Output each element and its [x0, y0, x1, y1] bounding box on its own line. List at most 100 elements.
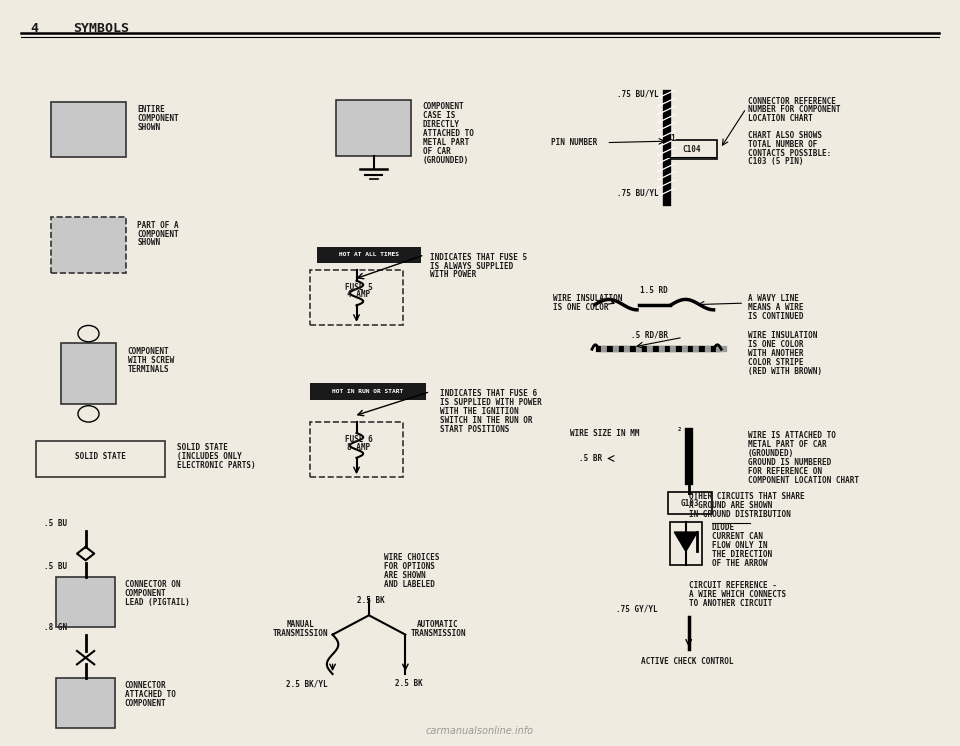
Text: 4 AMP: 4 AMP: [347, 290, 370, 299]
Text: TERMINALS: TERMINALS: [128, 365, 169, 374]
Text: CONNECTOR: CONNECTOR: [125, 681, 166, 691]
Text: WITH SCREW: WITH SCREW: [128, 356, 174, 365]
Text: TOTAL NUMBER OF: TOTAL NUMBER OF: [748, 140, 817, 148]
Text: ARE SHOWN: ARE SHOWN: [384, 571, 426, 580]
Text: (RED WITH BROWN): (RED WITH BROWN): [748, 367, 822, 376]
Text: COLOR STRIPE: COLOR STRIPE: [748, 358, 804, 367]
Bar: [56, 677, 115, 728]
Text: .5 RD/BR: .5 RD/BR: [631, 330, 668, 339]
Text: HOT IN RUN OR START: HOT IN RUN OR START: [332, 389, 403, 394]
Bar: [336, 100, 411, 156]
Text: SHOWN: SHOWN: [137, 123, 160, 132]
Text: .8 GN: .8 GN: [43, 624, 66, 633]
Text: CHART ALSO SHOWS: CHART ALSO SHOWS: [748, 131, 822, 140]
Text: COMPONENT: COMPONENT: [137, 230, 179, 239]
Text: SWITCH IN THE RUN OR: SWITCH IN THE RUN OR: [440, 416, 532, 425]
Text: WIRE IS ATTACHED TO: WIRE IS ATTACHED TO: [748, 431, 836, 440]
Bar: [51, 217, 126, 273]
Text: WIRE INSULATION: WIRE INSULATION: [748, 331, 817, 340]
Bar: [669, 521, 702, 565]
Text: ELECTRONIC PARTS): ELECTRONIC PARTS): [177, 461, 255, 470]
Text: START POSITIONS: START POSITIONS: [440, 425, 509, 434]
Text: carmanualsonline.info: carmanualsonline.info: [426, 726, 534, 736]
Text: CONTACTS POSSIBLE:: CONTACTS POSSIBLE:: [748, 148, 831, 157]
Text: 2.5 BK: 2.5 BK: [357, 596, 385, 605]
Text: WITH ANOTHER: WITH ANOTHER: [748, 349, 804, 358]
Bar: [310, 383, 426, 400]
Text: COMPONENT: COMPONENT: [125, 699, 166, 708]
Text: AUTOMATIC: AUTOMATIC: [417, 620, 459, 629]
Text: FOR REFERENCE ON: FOR REFERENCE ON: [748, 467, 822, 476]
Text: LOCATION CHART: LOCATION CHART: [748, 114, 813, 123]
Text: C104: C104: [683, 145, 701, 154]
Text: FOR OPTIONS: FOR OPTIONS: [384, 562, 435, 571]
Text: SYMBOLS: SYMBOLS: [73, 22, 130, 35]
Text: CURRENT CAN: CURRENT CAN: [711, 532, 762, 541]
Text: OF CAR: OF CAR: [422, 147, 450, 156]
Text: .75 BU/YL: .75 BU/YL: [617, 89, 659, 98]
Bar: [56, 577, 115, 627]
Text: PIN NUMBER: PIN NUMBER: [551, 138, 597, 147]
Text: 2: 2: [677, 427, 681, 431]
Text: A WAVY LINE: A WAVY LINE: [748, 294, 799, 303]
Text: CONNECTOR REFERENCE: CONNECTOR REFERENCE: [748, 96, 836, 105]
Text: .5 BR: .5 BR: [580, 454, 603, 463]
Text: 2.5 BK: 2.5 BK: [396, 679, 423, 689]
Text: FLOW ONLY IN: FLOW ONLY IN: [711, 541, 767, 550]
Text: 4: 4: [30, 22, 38, 35]
Text: WIRE SIZE IN MM: WIRE SIZE IN MM: [570, 430, 639, 439]
Text: OF THE ARROW: OF THE ARROW: [711, 559, 767, 568]
Text: IS SUPPLIED WITH POWER: IS SUPPLIED WITH POWER: [440, 398, 541, 407]
Text: ACTIVE CHECK CONTROL: ACTIVE CHECK CONTROL: [640, 657, 733, 666]
Text: CASE IS: CASE IS: [422, 111, 455, 120]
FancyBboxPatch shape: [663, 140, 717, 159]
Text: WIRE CHOICES: WIRE CHOICES: [384, 553, 440, 562]
Text: WITH THE IGNITION: WITH THE IGNITION: [440, 407, 518, 416]
Text: A WIRE WHICH CONNECTS: A WIRE WHICH CONNECTS: [688, 590, 786, 599]
Text: DIRECTLY: DIRECTLY: [422, 120, 460, 129]
Text: ATTACHED TO: ATTACHED TO: [125, 690, 176, 699]
Text: METAL PART OF CAR: METAL PART OF CAR: [748, 440, 827, 449]
Text: GROUND IS NUMBERED: GROUND IS NUMBERED: [748, 458, 831, 467]
Text: COMPONENT: COMPONENT: [422, 102, 465, 111]
Text: ENTIRE: ENTIRE: [137, 105, 165, 114]
Text: NUMBER FOR COMPONENT: NUMBER FOR COMPONENT: [748, 105, 841, 114]
Text: (GROUNDED): (GROUNDED): [748, 449, 794, 458]
Text: IN GROUND DISTRIBUTION: IN GROUND DISTRIBUTION: [688, 510, 790, 518]
Text: COMPONENT: COMPONENT: [125, 589, 166, 598]
Text: HOT AT ALL TIMES: HOT AT ALL TIMES: [339, 252, 399, 257]
Bar: [36, 442, 165, 477]
Text: THE DIRECTION: THE DIRECTION: [711, 550, 772, 559]
Text: MEANS A WIRE: MEANS A WIRE: [748, 303, 804, 312]
Text: INDICATES THAT FUSE 6: INDICATES THAT FUSE 6: [440, 389, 537, 398]
Text: .5 BU: .5 BU: [43, 519, 66, 528]
Text: (GROUNDED): (GROUNDED): [422, 156, 468, 165]
Text: COMPONENT: COMPONENT: [128, 347, 169, 356]
Text: COMPONENT LOCATION CHART: COMPONENT LOCATION CHART: [748, 475, 859, 485]
Text: (INCLUDES ONLY: (INCLUDES ONLY: [177, 452, 241, 461]
Text: .5 BU: .5 BU: [43, 562, 66, 571]
Text: MANUAL: MANUAL: [286, 620, 314, 629]
Text: LEAD (PIGTAIL): LEAD (PIGTAIL): [125, 598, 190, 607]
Text: AND LABELED: AND LABELED: [384, 580, 435, 589]
Text: COMPONENT: COMPONENT: [137, 114, 179, 123]
Text: WIRE INSULATION: WIRE INSULATION: [553, 294, 622, 303]
Text: OTHER CIRCUITS THAT SHARE: OTHER CIRCUITS THAT SHARE: [688, 492, 804, 501]
FancyBboxPatch shape: [667, 492, 711, 514]
Text: A GROUND ARE SHOWN: A GROUND ARE SHOWN: [688, 501, 772, 510]
Text: WITH POWER: WITH POWER: [430, 271, 476, 280]
Text: ATTACHED TO: ATTACHED TO: [422, 129, 473, 138]
Text: .75 GY/YL: .75 GY/YL: [616, 605, 658, 614]
Text: SOLID STATE: SOLID STATE: [75, 453, 126, 462]
Text: CONNECTOR ON: CONNECTOR ON: [125, 580, 180, 589]
Text: .75 BU/YL: .75 BU/YL: [617, 189, 659, 198]
Text: SHOWN: SHOWN: [137, 239, 160, 248]
Text: IS ONE COLOR: IS ONE COLOR: [748, 340, 804, 349]
Text: TO ANOTHER CIRCUIT: TO ANOTHER CIRCUIT: [688, 599, 772, 608]
Text: INDICATES THAT FUSE 5: INDICATES THAT FUSE 5: [430, 253, 527, 262]
Text: SOLID STATE: SOLID STATE: [177, 443, 228, 452]
Text: CIRCUIT REFERENCE -: CIRCUIT REFERENCE -: [688, 581, 777, 590]
Bar: [310, 270, 403, 325]
Text: G103: G103: [681, 498, 699, 507]
Text: 1: 1: [670, 134, 675, 142]
